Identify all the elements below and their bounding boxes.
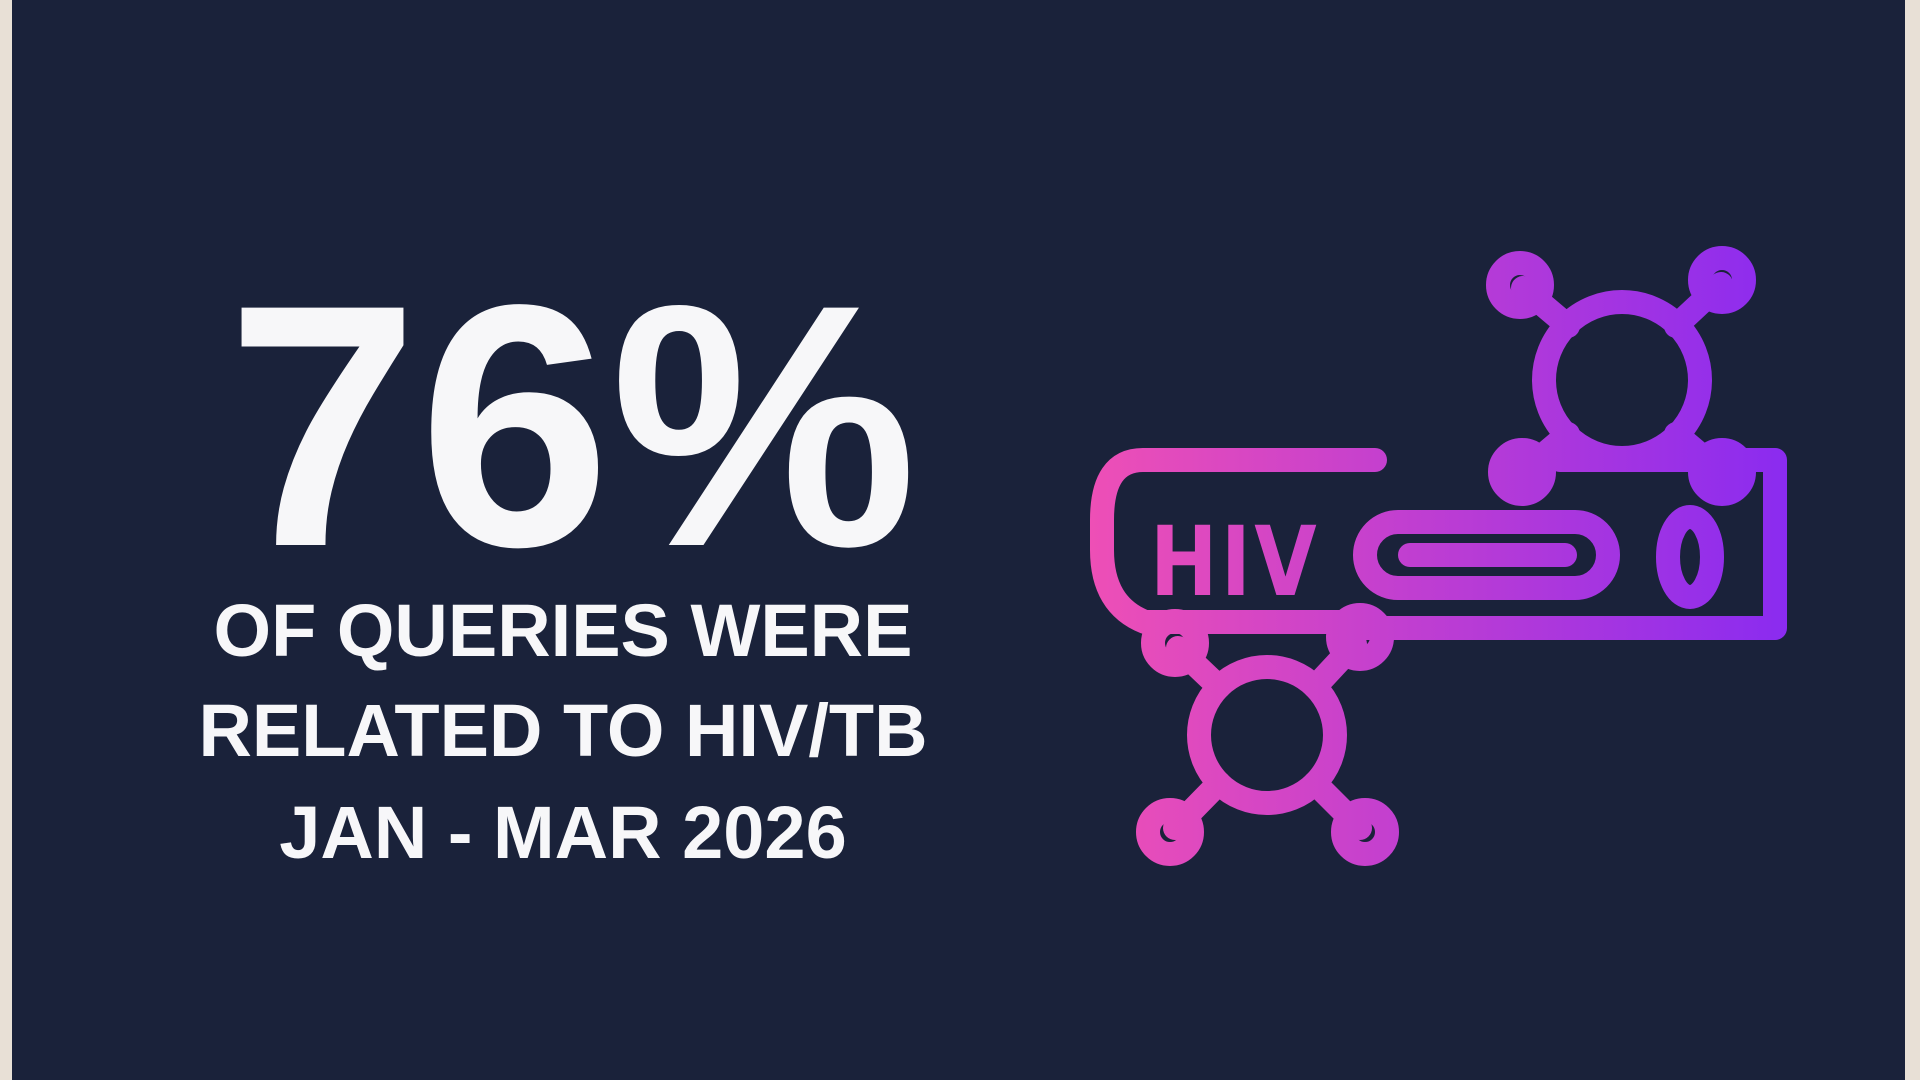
caption-line: OF QUERIES WERE	[214, 589, 913, 672]
sample-well	[1656, 505, 1724, 609]
test-strip	[1090, 448, 1787, 640]
virus-node	[1488, 438, 1556, 506]
stat-value: 76%	[227, 234, 918, 619]
panel	[12, 0, 1905, 1080]
virus-node	[1331, 798, 1399, 866]
virus-body	[1532, 290, 1712, 470]
virus-body	[1187, 655, 1347, 815]
virus-node	[1486, 251, 1554, 319]
result-window	[1353, 510, 1620, 600]
icon-label: HIV	[1150, 506, 1320, 618]
caption-line: JAN - MAR 2026	[279, 791, 847, 874]
virus-node	[1688, 438, 1756, 506]
virus-node	[1141, 609, 1209, 677]
hiv-icon	[1090, 246, 1787, 866]
virus-node	[1136, 798, 1204, 866]
virus-node	[1688, 246, 1756, 314]
virus-node	[1326, 603, 1394, 671]
caption-line: RELATED TO HIV/TB	[198, 689, 927, 772]
